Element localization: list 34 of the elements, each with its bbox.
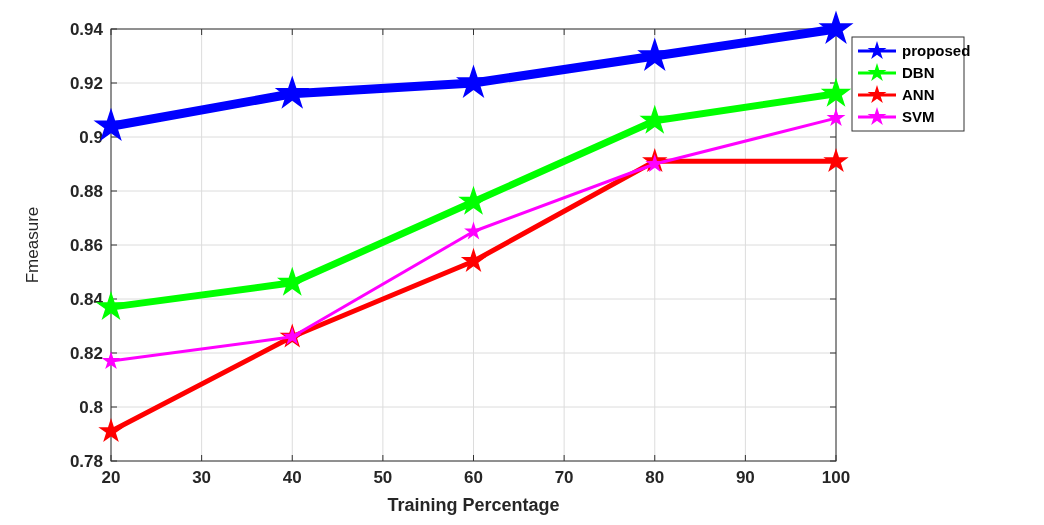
x-tick-label: 20 (101, 468, 121, 487)
point (101, 351, 121, 370)
y-tick-label: 0.88 (69, 181, 103, 201)
y-tick-label: 0.82 (69, 343, 103, 363)
legend-label: DBN (902, 64, 935, 82)
x-axis-title: Training Percentage (387, 495, 560, 515)
x-tick-label: 100 (821, 468, 851, 487)
point (818, 10, 854, 44)
x-tick-label: 80 (645, 468, 665, 487)
point (820, 77, 852, 107)
x-tick-label: 30 (192, 468, 212, 487)
point (826, 108, 846, 127)
y-tick-label: 0.9 (79, 127, 103, 147)
legend-label: SVM (902, 108, 935, 126)
legend-label: ANN (902, 86, 935, 104)
point (274, 75, 310, 109)
point (98, 417, 124, 443)
point (823, 147, 849, 173)
y-tick-label: 0.8 (79, 397, 103, 417)
point (464, 221, 483, 240)
legend-label: proposed (902, 42, 971, 60)
y-tick-label: 0.78 (69, 451, 103, 471)
y-tick-label: 0.92 (69, 73, 103, 93)
point (460, 247, 487, 272)
y-tick-label: 0.94 (69, 19, 104, 39)
point (639, 104, 671, 134)
x-tick-label: 90 (735, 468, 755, 487)
x-tick-label: 70 (554, 468, 574, 487)
x-tick-label: 60 (464, 468, 483, 487)
x-tick-label: 40 (282, 468, 302, 487)
y-tick-label: 0.86 (69, 235, 103, 255)
x-tick-label: 50 (373, 468, 393, 487)
y-tick-label: 0.84 (69, 289, 104, 309)
y-axis-title: Fmeasure (23, 206, 42, 284)
